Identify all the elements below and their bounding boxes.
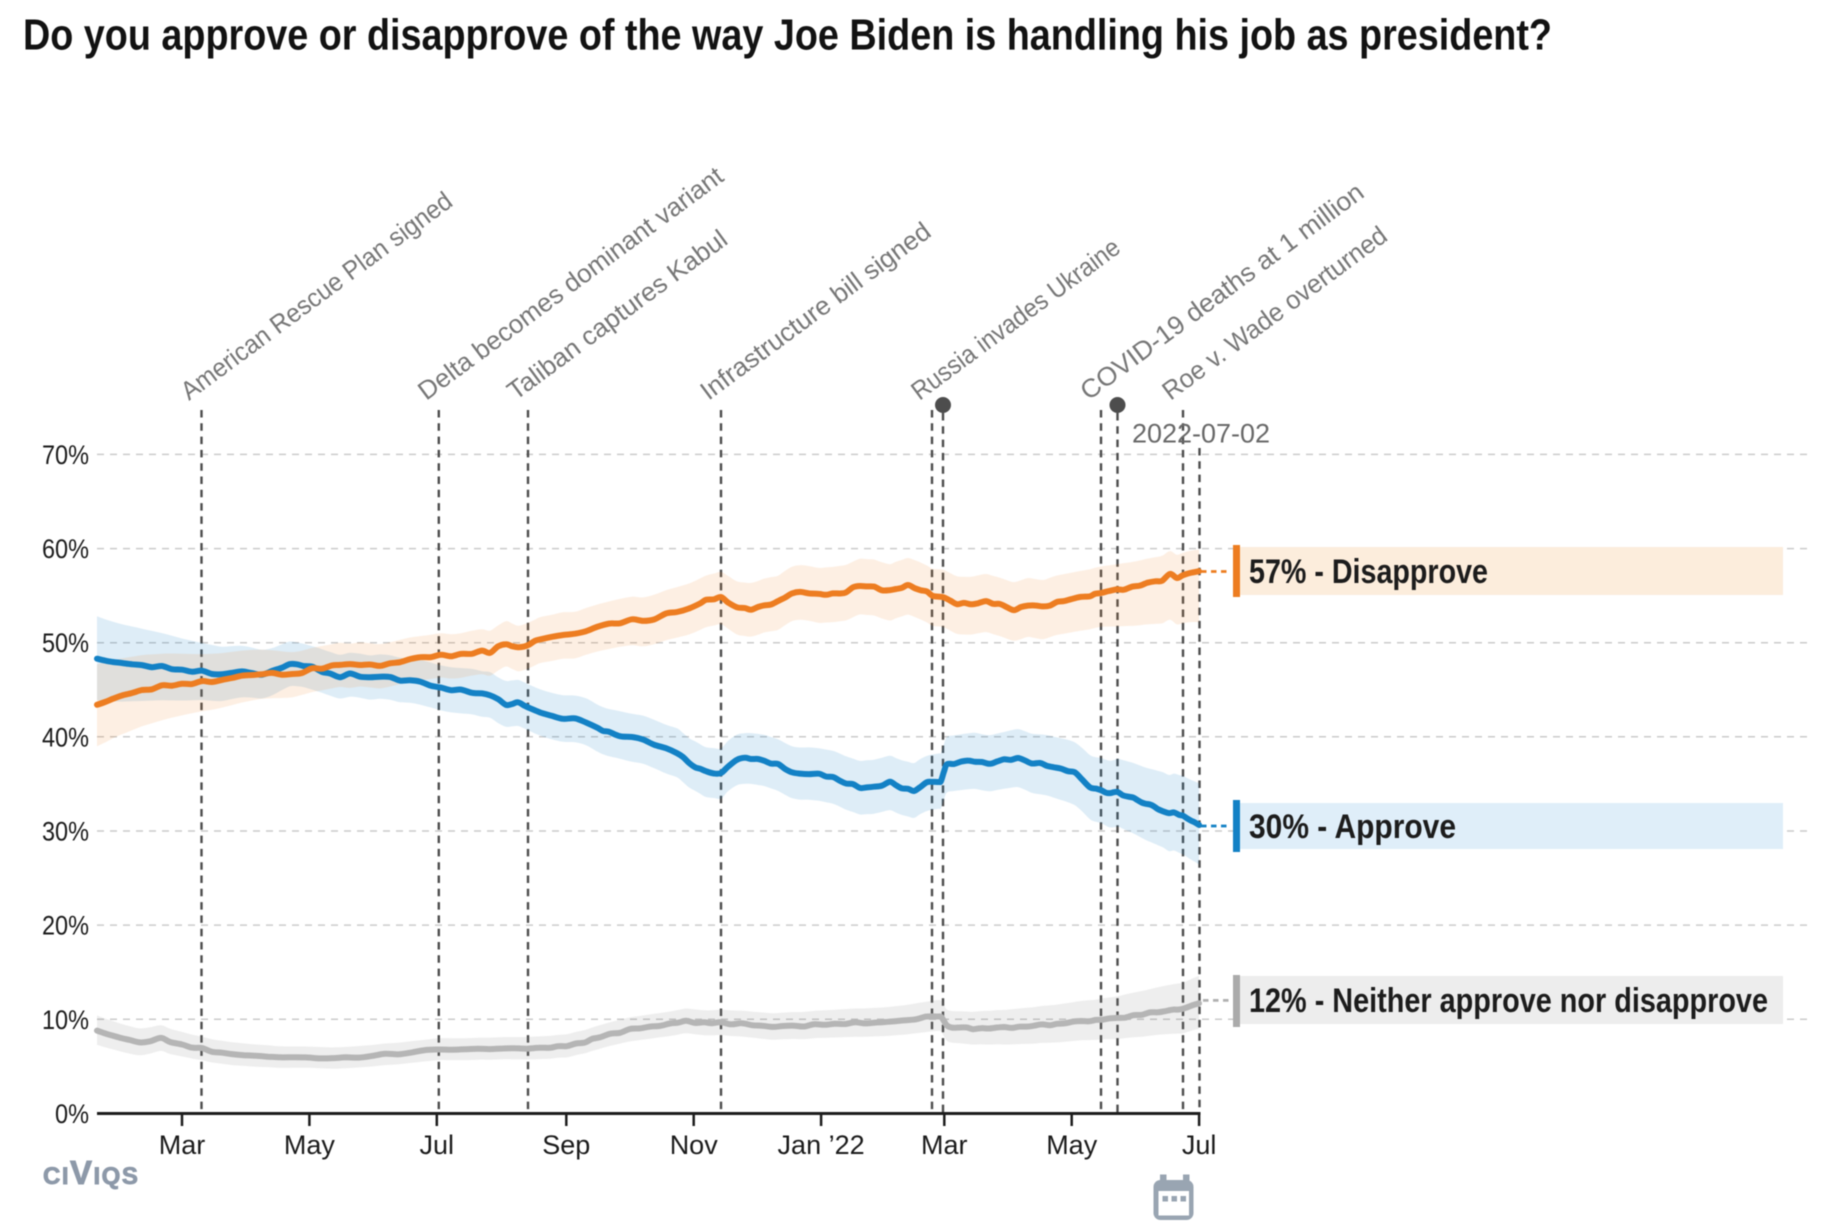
svg-text:Sep: Sep: [542, 1130, 590, 1160]
svg-text:30% - Approve: 30% - Approve: [1249, 808, 1456, 846]
svg-text:Jul: Jul: [1182, 1130, 1217, 1160]
svg-text:70%: 70%: [42, 440, 89, 470]
svg-text:May: May: [1046, 1130, 1098, 1160]
svg-text:40%: 40%: [42, 722, 89, 752]
svg-text:Mar: Mar: [159, 1130, 206, 1160]
svg-text:30%: 30%: [42, 817, 89, 847]
svg-text:Nov: Nov: [670, 1130, 719, 1160]
svg-text:Jan ’22: Jan ’22: [778, 1130, 865, 1160]
svg-text:60%: 60%: [42, 534, 89, 564]
svg-text:Do you approve or disapprove o: Do you approve or disapprove of the way …: [23, 11, 1552, 60]
svg-text:12% - Neither approve nor disa: 12% - Neither approve nor disapprove: [1249, 982, 1768, 1020]
svg-text:0%: 0%: [55, 1099, 89, 1129]
svg-text:May: May: [284, 1130, 336, 1160]
svg-text:57% - Disapprove: 57% - Disapprove: [1249, 553, 1488, 591]
svg-text:10%: 10%: [42, 1005, 89, 1035]
svg-text:Mar: Mar: [921, 1130, 968, 1160]
svg-text:20%: 20%: [42, 911, 89, 941]
svg-text:CIVIQS: CIVIQS: [43, 1154, 139, 1191]
svg-text:50%: 50%: [42, 628, 89, 658]
svg-text:2022-07-02: 2022-07-02: [1132, 419, 1270, 449]
svg-text:Jul: Jul: [420, 1130, 455, 1160]
